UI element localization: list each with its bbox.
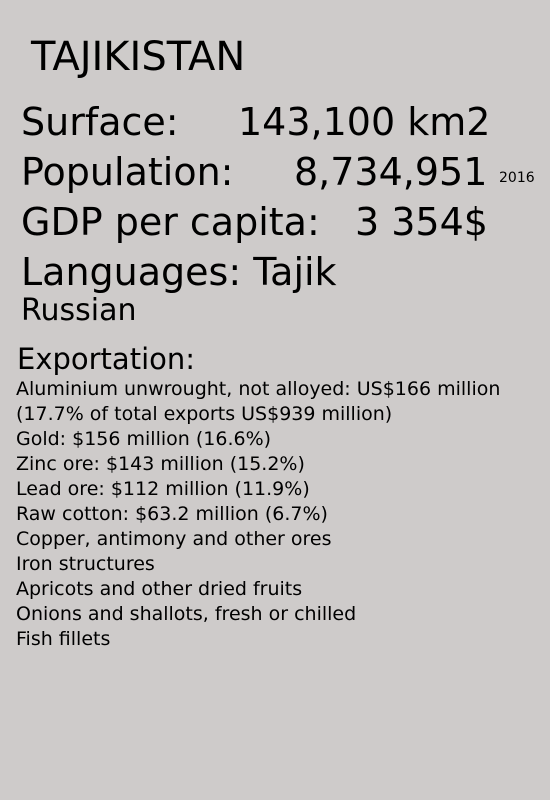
population-label: Population: [21,150,234,194]
export-item: Apricots and other dried fruits [16,578,303,600]
export-item: Copper, antimony and other ores [16,528,332,550]
exports-heading: Exportation: [17,342,196,376]
country-title: TAJIKISTAN [31,34,246,80]
language-item: Russian [21,293,137,328]
export-item: Iron structures [16,553,155,575]
export-item: Raw cotton: $63.2 million (6.7%) [16,503,328,525]
languages-label: Languages: [21,250,242,294]
population-value: 8,734,951 [294,150,488,194]
languages-line: Languages: Tajik [21,253,337,291]
surface-label: Surface: [21,100,179,144]
population-year: 2016 [499,170,535,186]
export-item: Fish fillets [16,628,111,650]
export-item: Gold: $156 million (16.6%) [16,428,272,450]
gdp-value: 3 354$ [355,200,488,244]
export-item: Zinc ore: $143 million (15.2%) [16,453,305,475]
language-item: Tajik [253,250,337,294]
export-item: Onions and shallots, fresh or chilled [16,603,357,625]
export-item: Aluminium unwrought, not alloyed: US$166… [16,378,501,425]
export-item: Lead ore: $112 million (11.9%) [16,478,310,500]
surface-value: 143,100 km2 [238,100,491,144]
gdp-label: GDP per capita: [21,200,320,244]
exports-list: Aluminium unwrought, not alloyed: US$166… [16,377,521,652]
